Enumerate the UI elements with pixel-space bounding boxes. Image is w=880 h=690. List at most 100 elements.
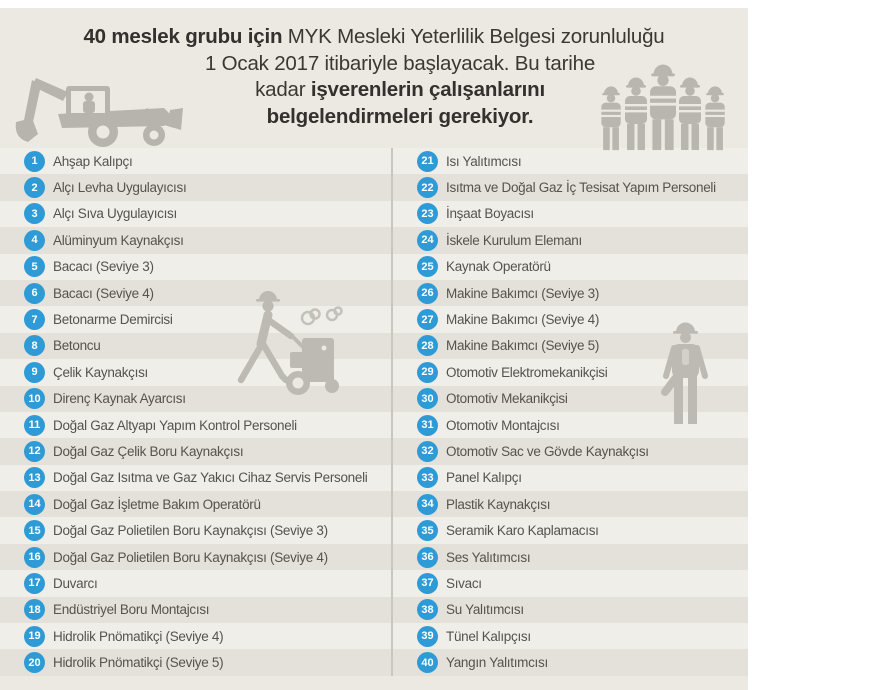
header-line-2: 1 Ocak 2017 itibariyle başlayacak. Bu ta… (204, 51, 596, 75)
list-item: 19 Hidrolik Pnömatikçi (Seviye 4) (0, 623, 391, 650)
item-label: Bacacı (Seviye 3) (53, 259, 154, 275)
header-line-3: kadar işverenlerin çalışanlarını (26, 77, 774, 104)
item-number: 14 (24, 493, 45, 515)
list-item: 5 Bacacı (Seviye 3) (0, 253, 391, 280)
item-number: 37 (417, 572, 438, 594)
item-number: 21 (417, 150, 438, 172)
item-label: Alçı Levha Uygulayıcısı (53, 180, 187, 196)
item-label: Hidrolik Pnömatikçi (Seviye 4) (53, 628, 224, 644)
item-number: 10 (24, 388, 45, 410)
item-number: 25 (417, 256, 438, 278)
item-label: Kaynak Operatörü (446, 259, 551, 275)
item-label: Duvarcı (53, 575, 98, 591)
list-item: 15 Doğal Gaz Polietilen Boru Kaynakçısı … (0, 517, 391, 544)
item-label: Makine Bakımcı (Seviye 5) (446, 338, 600, 354)
list-item: 32 Otomotiv Sac ve Gövde Kaynakçısı (393, 438, 748, 465)
item-label: Panel Kalıpçı (446, 470, 522, 486)
item-label: Sıvacı (446, 575, 482, 591)
item-number: 36 (417, 546, 438, 568)
column-divider (391, 148, 393, 676)
list-item: 17 Duvarcı (0, 570, 391, 597)
item-number: 8 (24, 335, 45, 357)
item-label: Tünel Kalıpçısı (446, 628, 531, 644)
item-label: Doğal Gaz Isıtma ve Gaz Yakıcı Cihaz Ser… (53, 470, 368, 486)
list-item: 36 Ses Yalıtımcısı (393, 543, 748, 571)
list-item: 12 Doğal Gaz Çelik Boru Kaynakçısı (0, 438, 391, 465)
item-label: Isıtma ve Doğal Gaz İç Tesisat Yapım Per… (446, 180, 716, 196)
item-number: 31 (417, 414, 438, 436)
list-item: 40 Yangın Yalıtımcısı (393, 649, 748, 676)
item-number: 18 (24, 599, 45, 621)
list-item: 4 Alüminyum Kaynakçısı (0, 227, 391, 254)
item-label: Doğal Gaz İşletme Bakım Operatörü (53, 496, 261, 512)
item-label: Doğal Gaz Polietilen Boru Kaynakçısı (Se… (53, 523, 328, 539)
item-label: Yangın Yalıtımcısı (446, 655, 548, 671)
item-number: 3 (24, 203, 45, 225)
item-label: Ses Yalıtımcısı (446, 549, 531, 565)
item-label: Direnç Kaynak Ayarcısı (53, 391, 186, 407)
infographic-canvas: 40 meslek grubu için MYK Mesleki Yeterli… (0, 8, 748, 690)
item-number: 23 (417, 203, 438, 225)
item-label: Doğal Gaz Çelik Boru Kaynakçısı (53, 443, 244, 459)
list-item: 11 Doğal Gaz Altyapı Yapım Kontrol Perso… (0, 411, 391, 439)
item-number: 2 (24, 177, 45, 199)
list-item: 1 Ahşap Kalıpçı (0, 148, 391, 175)
item-number: 16 (24, 546, 45, 568)
list-item: 10 Direnç Kaynak Ayarcısı (0, 385, 391, 412)
item-label: Doğal Gaz Altyapı Yapım Kontrol Personel… (53, 417, 297, 433)
list-item: 25 Kaynak Operatörü (393, 253, 748, 280)
list-item: 16 Doğal Gaz Polietilen Boru Kaynakçısı … (0, 543, 391, 571)
item-number: 26 (417, 282, 438, 304)
item-number: 5 (24, 256, 45, 278)
header-line-4: belgelendirmeleri gerekiyor. (26, 104, 774, 131)
header-line-1-rest: MYK Mesleki Yeterlilik Belgesi zorunlulu… (282, 25, 665, 48)
item-number: 32 (417, 440, 438, 462)
list-item: 38 Su Yalıtımcısı (393, 596, 748, 624)
item-number: 35 (417, 520, 438, 542)
item-label: Alçı Sıva Uygulayıcısı (53, 206, 177, 222)
item-number: 1 (24, 150, 45, 172)
list-item: 2 Alçı Levha Uygulayıcısı (0, 174, 391, 201)
header: 40 meslek grubu için MYK Mesleki Yeterli… (0, 24, 748, 130)
item-number: 17 (24, 572, 45, 594)
header-line-3-regular: kadar (255, 78, 311, 101)
item-label: Çelik Kaynakçısı (53, 364, 148, 380)
item-number: 29 (417, 361, 438, 383)
item-label: Makine Bakımcı (Seviye 3) (446, 285, 600, 301)
list-item: 39 Tünel Kalıpçısı (393, 623, 748, 650)
item-label: İskele Kurulum Elemanı (446, 232, 582, 248)
item-number: 22 (417, 177, 438, 199)
item-number: 34 (417, 493, 438, 515)
header-line-3-bold: işverenlerin çalışanlarını (310, 78, 545, 101)
item-label: Otomotiv Elektromekanikçisi (446, 364, 608, 380)
item-label: Makine Bakımcı (Seviye 4) (446, 312, 600, 328)
item-number: 6 (24, 282, 45, 304)
list-item: 21 Isı Yalıtımcısı (393, 148, 748, 175)
item-label: Plastik Kaynakçısı (446, 496, 551, 512)
item-label: Betonarme Demircisi (53, 312, 173, 328)
list-item: 18 Endüstriyel Boru Montajcısı (0, 596, 391, 624)
item-number: 11 (24, 414, 45, 436)
item-label: Ahşap Kalıpçı (53, 153, 133, 169)
item-number: 27 (417, 309, 438, 331)
list-column-left: 1 Ahşap Kalıpçı 2 Alçı Levha Uygulayıcıs… (0, 148, 391, 676)
item-number: 7 (24, 309, 45, 331)
item-label: Alüminyum Kaynakçısı (53, 232, 184, 248)
workers-group-icon (598, 54, 728, 152)
item-label: Isı Yalıtımcısı (446, 153, 522, 169)
header-line-1: 40 meslek grubu için MYK Mesleki Yeterli… (0, 24, 748, 51)
list-item: 37 Sıvacı (393, 570, 748, 597)
list-item: 14 Doğal Gaz İşletme Bakım Operatörü (0, 491, 391, 518)
item-number: 30 (417, 388, 438, 410)
list-item: 35 Seramik Karo Kaplamacısı (393, 517, 748, 544)
item-number: 28 (417, 335, 438, 357)
list-item: 13 Doğal Gaz Isıtma ve Gaz Yakıcı Cihaz … (0, 464, 391, 492)
item-number: 13 (24, 467, 45, 489)
item-label: Otomotiv Mekanikçisi (446, 391, 568, 407)
list-item: 24 İskele Kurulum Elemanı (393, 227, 748, 254)
list-item: 20 Hidrolik Pnömatikçi (Seviye 5) (0, 649, 391, 676)
item-number: 19 (24, 625, 45, 647)
item-number: 9 (24, 361, 45, 383)
list-item: 26 Makine Bakımcı (Seviye 3) (393, 279, 748, 307)
